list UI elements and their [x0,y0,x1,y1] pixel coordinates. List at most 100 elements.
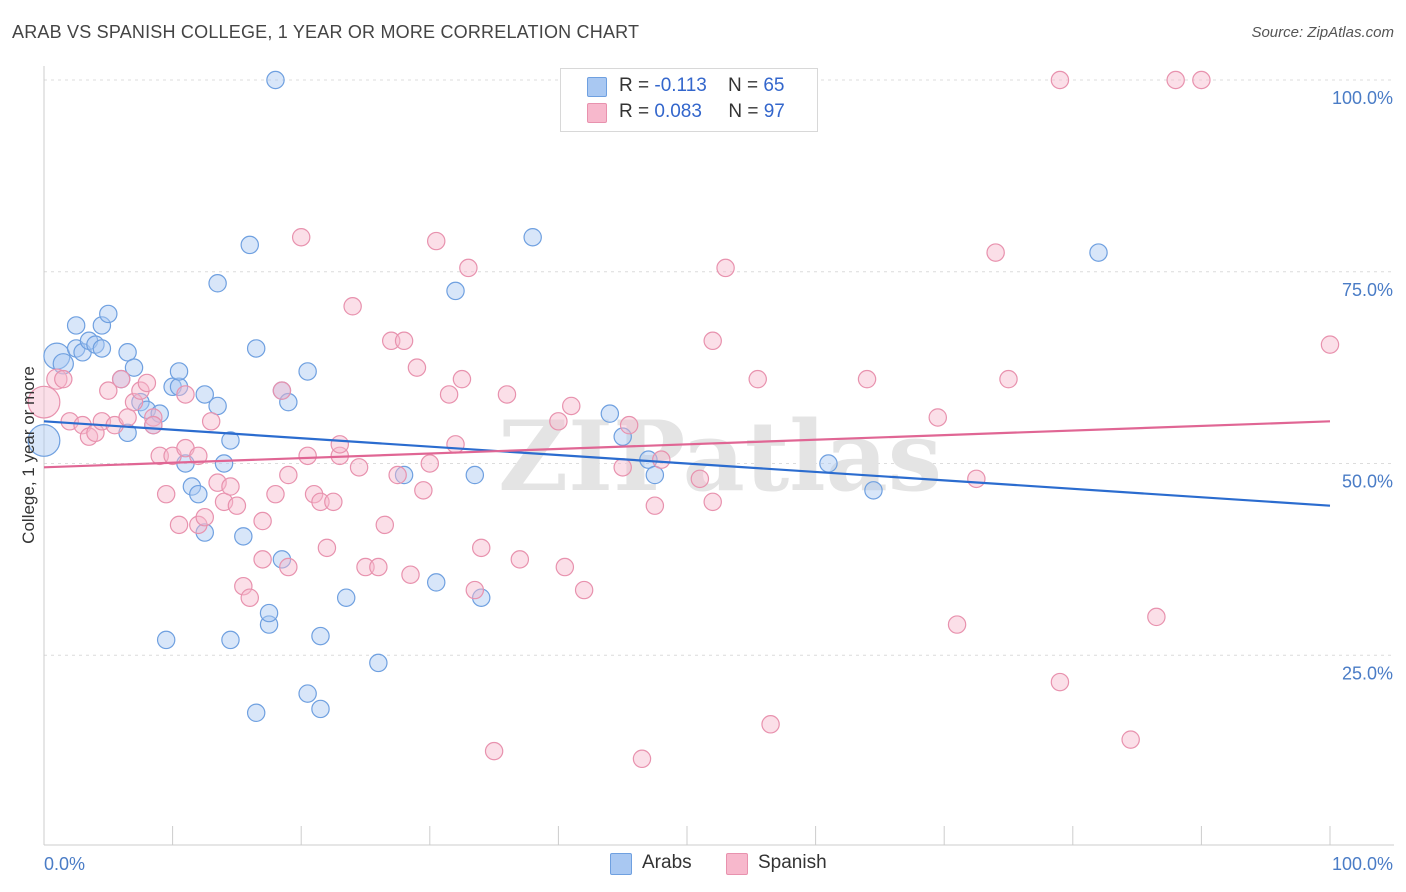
spanish-point-44 [324,492,343,512]
arab-point-32 [221,431,240,450]
data-points [27,70,1340,769]
spanish-point-75 [632,749,652,769]
spanish-point-21 [176,385,195,404]
spanish-point-26 [201,412,221,431]
spanish-point-64 [465,580,485,600]
spanish-point-0 [27,385,61,419]
n-label: N = [727,75,764,96]
spanish-point-32 [240,588,259,607]
arab-point-48 [369,653,388,673]
spanish-point-78 [690,469,710,489]
tick-labels: 25.0% 50.0% 75.0% 100.0% 0.0% 100.0% [44,88,1393,874]
spanish-point-43 [317,538,337,558]
spanish-point-40 [298,446,317,466]
spanish-point-61 [446,435,465,454]
arab-point-52 [465,465,485,485]
arab-point-14 [124,358,144,377]
spanish-point-55 [401,565,420,584]
arab-point-35 [246,339,266,358]
arabs-legend-label: Arabs [642,852,692,873]
spanish-point-53 [388,465,407,485]
spanish-point-36 [272,381,292,400]
arab-point-38 [259,603,279,623]
arab-point-45 [311,626,330,646]
spanish-point-76 [645,496,665,515]
spanish-point-86 [947,615,967,634]
spanish-point-17 [150,446,169,466]
arab-point-34 [240,235,259,255]
arab-point-50 [426,573,446,592]
spanish-point-79 [703,492,722,512]
spanish-point-8 [99,381,118,400]
n-label: N = [728,101,764,122]
spanish-point-11 [118,408,137,427]
trend-lines [43,420,1331,507]
arab-point-55 [600,404,620,423]
x-tick-label-1: 100.0% [1332,854,1393,874]
arabs-legend-swatch [610,853,632,875]
spanish-point-25 [195,507,214,527]
spanish-point-88 [986,243,1005,262]
spanish-point-10 [111,369,131,389]
spanish-point-42 [311,492,330,512]
spanish-point-65 [471,538,491,558]
arab-point-24 [182,477,202,496]
arab-point-44 [298,684,317,703]
arab-point-0 [27,424,61,457]
arab-point-61 [1089,243,1108,262]
arab-point-46 [311,699,330,719]
n-value-arabs: 65 [763,75,785,96]
arab-point-13 [118,343,137,362]
spanish-point-13 [131,381,150,400]
spanish-point-30 [227,496,247,515]
spanish-point-68 [510,550,530,569]
arab-point-54 [523,227,542,247]
arab-point-47 [336,588,356,607]
arab-point-36 [246,703,266,723]
arab-point-4 [66,316,86,335]
spanish-legend-label: Spanish [758,852,827,873]
arab-point-22 [169,362,189,381]
arab-point-30 [214,454,234,473]
r-value-spanish: 0.083 [654,101,702,122]
arab-point-19 [156,630,176,650]
spanish-point-47 [343,297,362,316]
spanish-point-71 [562,396,581,416]
spanish-point-15 [144,408,163,427]
arab-point-53 [471,588,491,607]
spanish-point-24 [189,515,208,535]
arab-point-39 [266,70,285,90]
source-label: Source: ZipAtlas.com [1251,24,1394,41]
spanish-point-91 [1050,70,1070,90]
spanish-point-18 [156,484,176,504]
arab-point-59 [819,454,838,473]
spanish-point-1 [46,368,68,390]
spanish-point-87 [967,469,986,489]
spanish-point-74 [619,415,639,435]
arab-point-8 [92,339,112,358]
spanish-point-66 [484,741,504,761]
spanish-point-56 [407,358,427,377]
y-tick-label-2: 75.0% [1342,280,1393,300]
arab-trend-line [43,420,1331,507]
spanish-point-57 [414,481,433,500]
arab-point-31 [221,630,240,650]
chart-title: ARAB VS SPANISH COLLEGE, 1 YEAR OR MORE … [12,22,640,42]
spanish-point-82 [748,369,767,389]
spanish-point-54 [394,331,414,351]
y-tick-label-3: 100.0% [1332,88,1393,108]
r-label: R = [619,101,655,122]
spanish-point-59 [426,231,446,251]
stats-legend: R = -0.113 N = 65 R = 0.083 N = 97 [560,68,818,132]
legend-text-arabs: R = -0.113 N = 65 [619,75,784,97]
spanish-legend-swatch [726,853,748,875]
spanish-point-70 [555,557,575,577]
spanish-swatch [587,103,607,123]
spanish-point-58 [420,454,440,473]
arab-point-43 [298,362,317,381]
spanish-point-81 [716,258,735,278]
spanish-point-72 [574,580,594,600]
spanish-point-49 [356,557,375,577]
grid-lines [44,79,1394,656]
spanish-point-60 [439,385,459,404]
